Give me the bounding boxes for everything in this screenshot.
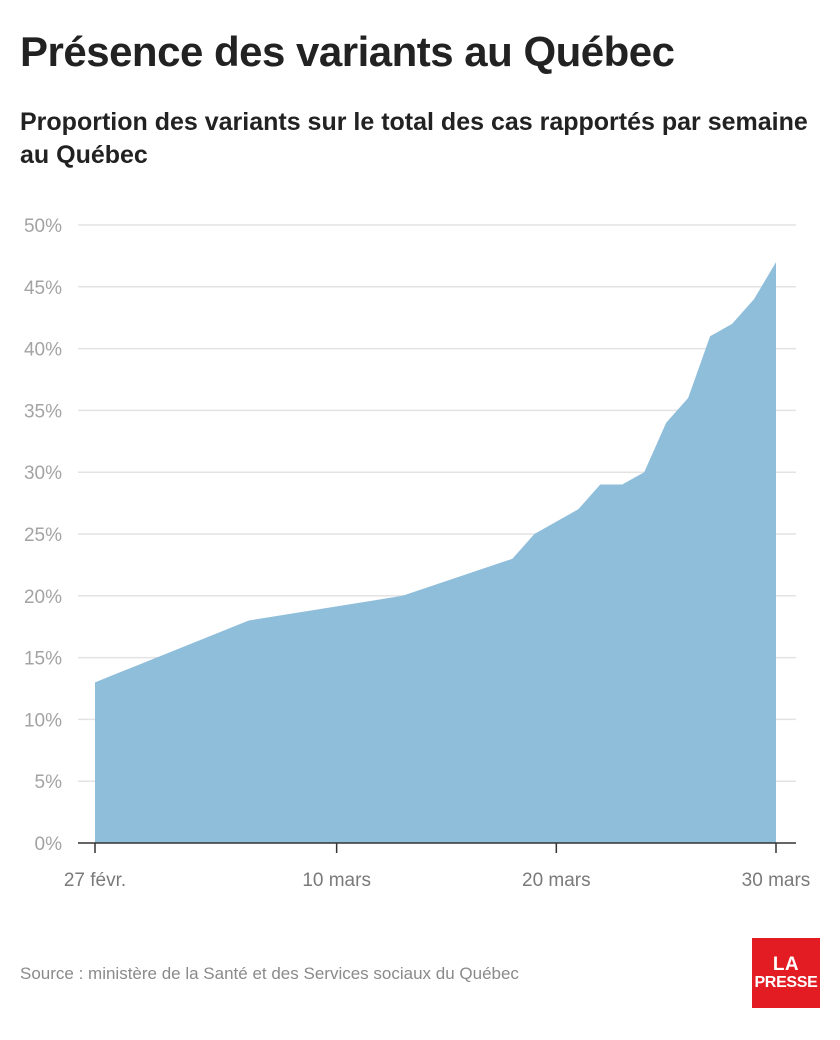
y-tick-label: 5% (35, 772, 63, 793)
series-area (95, 262, 776, 843)
y-tick-label: 0% (35, 834, 63, 855)
y-tick-label: 50% (24, 216, 62, 237)
y-tick-label: 30% (24, 463, 62, 484)
y-tick-label: 45% (24, 278, 62, 299)
logo-line-1: LA (772, 954, 800, 975)
x-axis (78, 842, 796, 853)
x-tick-label: 20 mars (522, 870, 591, 891)
y-tick-label: 15% (24, 649, 62, 670)
y-tick-label: 20% (24, 587, 62, 608)
chart-title: Présence des variants au Québec (20, 28, 675, 75)
source-note: Source : ministère de la Santé et des Se… (20, 964, 519, 983)
y-tick-label: 35% (24, 401, 62, 422)
y-tick-label: 25% (24, 525, 62, 546)
x-tick-label: 30 mars (742, 870, 811, 891)
y-tick-label: 10% (24, 710, 62, 731)
plot-area (94, 262, 777, 843)
x-tick-label: 27 févr. (64, 870, 126, 891)
la-presse-logo: LA PRESSE (752, 938, 820, 1008)
y-axis-labels: 0% 5% 10% 15% 20% 25% 30% 35% 40% 45% 50% (24, 216, 62, 855)
x-axis-labels: 27 févr. 10 mars 20 mars 30 mars (64, 870, 810, 891)
logo-line-2: PRESSE (754, 974, 818, 991)
y-tick-label: 40% (24, 340, 62, 361)
x-tick-label: 10 mars (302, 870, 371, 891)
area-chart: 0% 5% 10% 15% 20% 25% 30% 35% 40% 45% 50% 27 févr.… (24, 216, 810, 891)
chart-subtitle: Proportion des variants sur le total des… (20, 108, 808, 169)
